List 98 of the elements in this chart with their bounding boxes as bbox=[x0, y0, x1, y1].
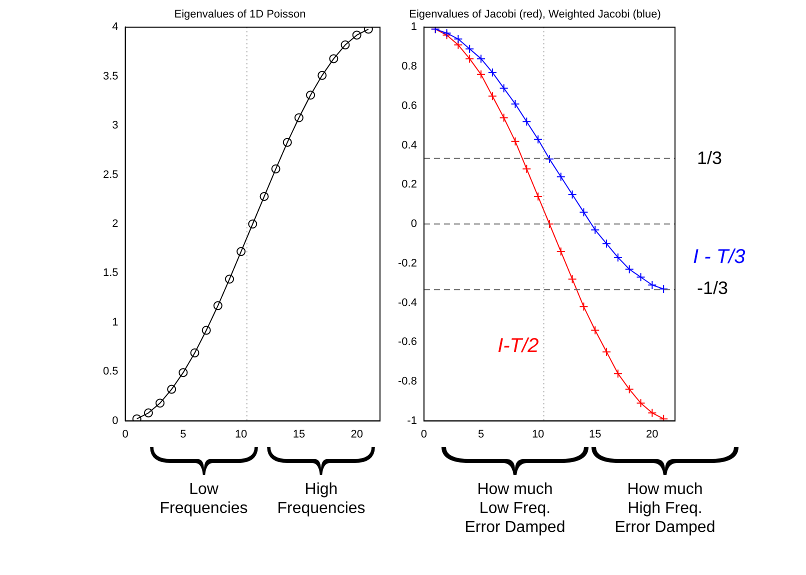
y-tick-label: 2.5 bbox=[102, 168, 118, 181]
point bbox=[178, 368, 188, 378]
point bbox=[294, 113, 304, 122]
point bbox=[590, 326, 600, 335]
point bbox=[465, 44, 474, 54]
x-tick-label: 5 bbox=[478, 428, 484, 440]
point bbox=[329, 54, 338, 64]
point bbox=[213, 301, 222, 310]
y-tick-label: 3.5 bbox=[102, 70, 118, 82]
point bbox=[659, 414, 668, 421]
point bbox=[476, 54, 486, 64]
y-tick-label: 4 bbox=[112, 21, 118, 34]
point bbox=[488, 68, 497, 77]
y-tick-label: -0.6 bbox=[398, 336, 417, 348]
point bbox=[636, 272, 646, 282]
x-tick-label: 15 bbox=[588, 428, 602, 440]
x-tick-label: 0 bbox=[122, 428, 128, 440]
point bbox=[522, 164, 532, 174]
point bbox=[465, 54, 474, 64]
text: High Frequencies bbox=[276, 480, 366, 518]
point bbox=[454, 40, 463, 50]
point bbox=[236, 247, 246, 256]
point bbox=[190, 348, 200, 358]
y-tick-label: 1 bbox=[112, 316, 118, 328]
point bbox=[624, 384, 634, 394]
y-tick-label: -0.4 bbox=[398, 296, 417, 309]
point bbox=[534, 192, 543, 201]
point bbox=[648, 280, 657, 290]
point bbox=[568, 190, 577, 199]
y-tick-label: 0.6 bbox=[402, 100, 417, 112]
y-tick-label: 0.8 bbox=[402, 60, 417, 73]
x-tick-label: 20 bbox=[646, 428, 658, 440]
point bbox=[144, 408, 153, 418]
point bbox=[510, 136, 520, 146]
point bbox=[364, 27, 373, 34]
series-label: I - T/3 bbox=[693, 246, 746, 268]
y-tick-label: 0.2 bbox=[402, 178, 417, 191]
text: 1/3 bbox=[697, 147, 722, 169]
y-tick-label: 1.5 bbox=[102, 267, 118, 280]
point bbox=[602, 239, 612, 248]
text: How much Low Freq. Error Damped bbox=[464, 480, 566, 537]
text: How much High Freq. Error Damped bbox=[614, 480, 716, 537]
point bbox=[613, 252, 622, 262]
y-tick-label: -0.8 bbox=[398, 375, 417, 388]
text: -1/3 bbox=[697, 277, 728, 299]
point bbox=[476, 70, 486, 79]
chart-title: Eigenvalues of 1D Poisson bbox=[174, 8, 306, 21]
x-tick-label: 0 bbox=[420, 428, 428, 440]
point bbox=[260, 192, 269, 201]
point bbox=[224, 274, 234, 284]
x-tick-label: 10 bbox=[234, 428, 248, 440]
point bbox=[271, 164, 280, 174]
point bbox=[202, 326, 211, 335]
point bbox=[624, 264, 634, 274]
point bbox=[568, 274, 577, 284]
y-tick-label: 1 bbox=[410, 21, 417, 34]
point bbox=[282, 138, 292, 147]
point bbox=[613, 369, 622, 378]
point bbox=[602, 347, 612, 356]
x-tick-label: 20 bbox=[350, 428, 363, 440]
point bbox=[132, 414, 142, 421]
chart-title: Eigenvalues of Jacobi (red), Weighted Jacobi (blue) bbox=[409, 8, 661, 21]
point bbox=[306, 90, 316, 100]
point bbox=[534, 134, 543, 144]
point bbox=[510, 99, 520, 108]
point bbox=[318, 70, 327, 80]
point bbox=[454, 34, 463, 44]
y-tick-label: 0.4 bbox=[402, 139, 417, 152]
x-tick-label: 5 bbox=[180, 428, 186, 440]
point bbox=[156, 398, 165, 408]
y-tick-label: 2 bbox=[112, 218, 118, 230]
point bbox=[248, 220, 258, 228]
point bbox=[522, 117, 532, 126]
point bbox=[499, 84, 508, 93]
y-tick-label: 0 bbox=[410, 218, 417, 230]
y-tick-label: -0.2 bbox=[398, 257, 417, 270]
point bbox=[488, 92, 497, 101]
y-tick-label: 3 bbox=[112, 120, 118, 132]
point bbox=[579, 208, 588, 217]
point bbox=[579, 302, 588, 312]
text: Low Frequencies bbox=[158, 480, 249, 518]
point bbox=[636, 398, 646, 408]
point bbox=[556, 172, 566, 182]
x-tick-label: 10 bbox=[532, 428, 544, 440]
y-tick-label: -1 bbox=[407, 414, 417, 427]
y-tick-label: 0 bbox=[112, 414, 118, 427]
point bbox=[499, 113, 508, 122]
y-tick-label: 0.5 bbox=[102, 366, 118, 378]
point bbox=[659, 284, 668, 294]
point bbox=[167, 384, 176, 394]
point bbox=[544, 154, 554, 164]
point bbox=[648, 408, 657, 418]
point bbox=[340, 40, 350, 50]
text: I-T/2 bbox=[498, 335, 539, 358]
x-tick-label: 15 bbox=[292, 428, 306, 440]
point bbox=[352, 30, 362, 40]
point bbox=[590, 225, 600, 234]
point bbox=[556, 247, 566, 256]
